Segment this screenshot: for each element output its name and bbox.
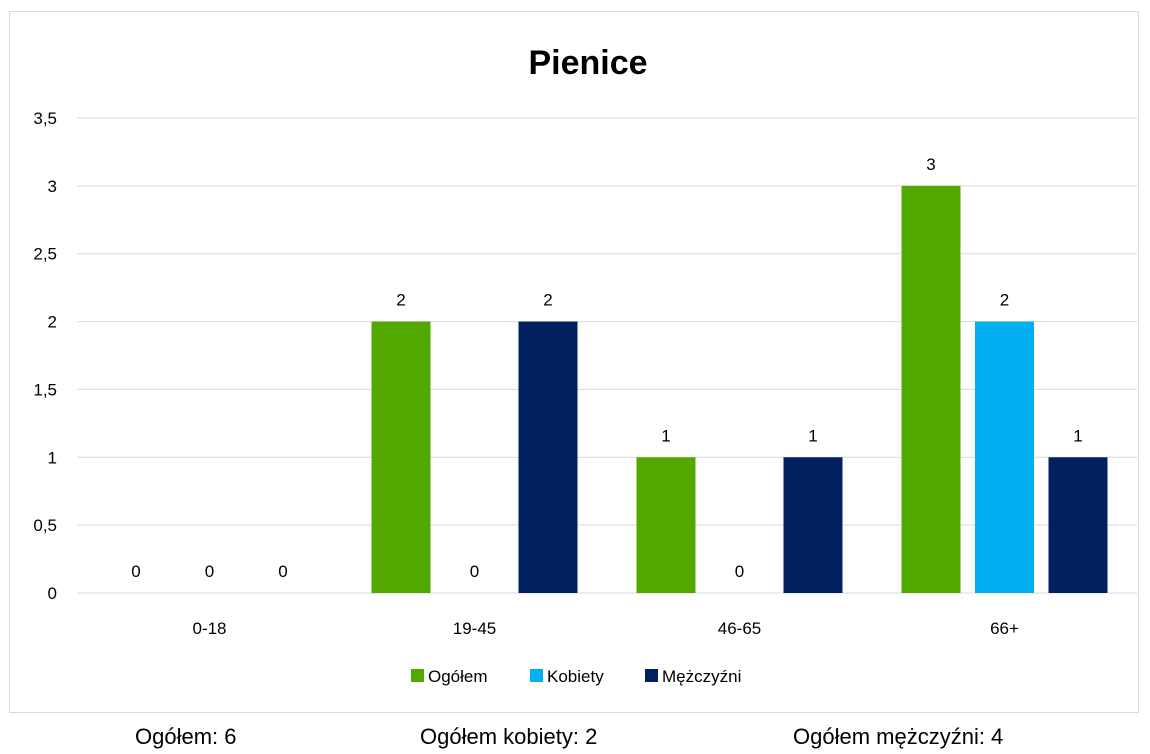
bars xyxy=(371,185,1108,593)
legend-label: Mężczyźni xyxy=(662,667,741,686)
bar-chart: Pienice 0 0,5 1 1,5 2 2,5 3 3,5 0 0 0 2 0 2 1 0 1 3 2 1 0-… xyxy=(33,44,1137,686)
bar xyxy=(975,321,1034,593)
bar xyxy=(518,321,578,593)
x-tick-label: 0-18 xyxy=(192,619,226,638)
data-label: 0 xyxy=(470,562,479,581)
y-tick-label: 2 xyxy=(48,313,57,332)
data-label: 1 xyxy=(661,426,670,445)
legend-swatch xyxy=(411,669,424,682)
data-label: 0 xyxy=(205,562,214,581)
data-label: 0 xyxy=(735,562,744,581)
data-label: 2 xyxy=(543,291,552,310)
y-tick-label: 1 xyxy=(48,448,57,467)
data-label: 1 xyxy=(808,426,817,445)
total-women: Ogółem kobiety: 2 xyxy=(420,724,598,749)
data-label: 1 xyxy=(1073,426,1082,445)
data-label: 0 xyxy=(278,562,287,581)
y-tick-label: 0 xyxy=(48,584,57,603)
data-label: 2 xyxy=(1000,291,1009,310)
y-tick-label: 0,5 xyxy=(33,516,57,535)
y-tick-label: 1,5 xyxy=(33,380,57,399)
legend-label: Ogółem xyxy=(428,667,488,686)
y-tick-label: 2,5 xyxy=(33,245,57,264)
x-tick-label: 66+ xyxy=(990,619,1019,638)
x-tick-label: 19-45 xyxy=(453,619,496,638)
legend-swatch xyxy=(645,669,658,682)
x-axis-ticks: 0-18 19-45 46-65 66+ xyxy=(192,619,1019,638)
bar xyxy=(783,457,843,593)
y-tick-label: 3,5 xyxy=(33,109,57,128)
y-tick-label: 3 xyxy=(48,177,57,196)
legend-swatch xyxy=(530,669,543,682)
bar xyxy=(636,457,696,593)
bar xyxy=(371,321,431,593)
y-axis-ticks: 0 0,5 1 1,5 2 2,5 3 3,5 xyxy=(33,109,57,603)
chart-title: Pienice xyxy=(528,44,647,82)
legend: Ogółem Kobiety Mężczyźni xyxy=(411,667,741,686)
data-label: 3 xyxy=(926,155,935,174)
total-all: Ogółem: 6 xyxy=(135,724,237,749)
x-tick-label: 46-65 xyxy=(718,619,761,638)
totals-row: Ogółem: 6 Ogółem kobiety: 2 Ogółem mężcz… xyxy=(0,724,1150,754)
data-labels: 0 0 0 2 0 2 1 0 1 3 2 1 xyxy=(131,155,1082,581)
bar xyxy=(1048,457,1108,593)
data-label: 0 xyxy=(131,562,140,581)
data-label: 2 xyxy=(396,291,405,310)
legend-label: Kobiety xyxy=(547,667,604,686)
total-men: Ogółem mężczyźni: 4 xyxy=(793,724,1004,749)
bar xyxy=(901,185,961,593)
